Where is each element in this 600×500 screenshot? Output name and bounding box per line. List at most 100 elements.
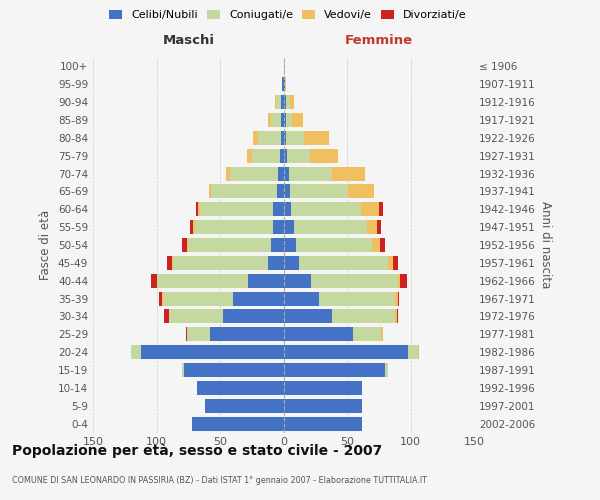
Bar [284,363,385,377]
Bar [284,256,299,270]
Bar [284,220,293,234]
Bar [190,220,193,234]
Bar [380,238,385,252]
Bar [398,292,399,306]
Bar [277,184,284,198]
Bar [275,95,276,109]
Bar [141,345,284,359]
Bar [182,363,184,377]
Bar [248,274,284,287]
Bar [304,131,329,145]
Bar [393,256,398,270]
Bar [361,202,379,216]
Bar [296,238,373,252]
Bar [398,274,400,287]
Bar [268,113,271,127]
Bar [284,95,286,109]
Bar [408,345,418,359]
Bar [226,166,230,180]
Bar [194,220,274,234]
Bar [282,78,284,91]
Bar [196,202,199,216]
Bar [186,328,187,341]
Bar [210,328,284,341]
Bar [379,202,383,216]
Bar [285,78,286,91]
Bar [197,381,284,395]
Bar [284,148,287,162]
Bar [284,60,285,74]
Text: Maschi: Maschi [162,34,214,47]
Bar [400,274,407,287]
Bar [258,131,281,145]
Bar [286,113,292,127]
Bar [397,310,398,324]
Bar [199,202,200,216]
Bar [151,274,157,287]
Bar [284,78,285,91]
Bar [169,310,223,324]
Bar [172,256,173,270]
Bar [373,238,380,252]
Bar [284,399,362,412]
Bar [284,131,286,145]
Bar [193,220,194,234]
Bar [281,95,284,109]
Bar [211,184,277,198]
Bar [289,166,332,180]
Bar [284,310,332,324]
Bar [385,363,388,377]
Bar [367,220,377,234]
Bar [353,328,381,341]
Bar [395,292,398,306]
Bar [388,256,393,270]
Text: Femmine: Femmine [344,34,413,47]
Bar [284,113,286,127]
Bar [348,184,374,198]
Bar [271,238,284,252]
Bar [161,292,163,306]
Bar [293,220,367,234]
Bar [284,202,291,216]
Bar [131,345,141,359]
Bar [223,310,284,324]
Bar [319,292,395,306]
Bar [159,292,161,306]
Bar [278,166,284,180]
Bar [167,256,172,270]
Bar [268,256,284,270]
Bar [332,166,365,180]
Bar [164,310,169,324]
Bar [418,345,419,359]
Bar [271,113,281,127]
Bar [188,238,271,252]
Bar [290,184,348,198]
Bar [187,238,188,252]
Bar [187,328,210,341]
Bar [290,95,293,109]
Bar [247,148,252,162]
Bar [184,363,284,377]
Bar [274,220,284,234]
Bar [209,184,211,198]
Bar [284,292,319,306]
Bar [233,292,284,306]
Bar [192,416,284,430]
Y-axis label: Anni di nascita: Anni di nascita [539,202,552,288]
Text: Popolazione per età, sesso e stato civile - 2007: Popolazione per età, sesso e stato civil… [12,443,382,458]
Bar [182,238,187,252]
Bar [281,131,284,145]
Bar [157,274,248,287]
Bar [205,399,284,412]
Bar [284,238,296,252]
Bar [284,166,289,180]
Bar [284,345,408,359]
Bar [299,256,388,270]
Bar [230,166,278,180]
Bar [284,184,290,198]
Bar [284,416,362,430]
Bar [252,148,280,162]
Bar [291,202,361,216]
Bar [381,328,383,341]
Legend: Celibi/Nubili, Coniugati/e, Vedovi/e, Divorziati/e: Celibi/Nubili, Coniugati/e, Vedovi/e, Di… [105,6,471,25]
